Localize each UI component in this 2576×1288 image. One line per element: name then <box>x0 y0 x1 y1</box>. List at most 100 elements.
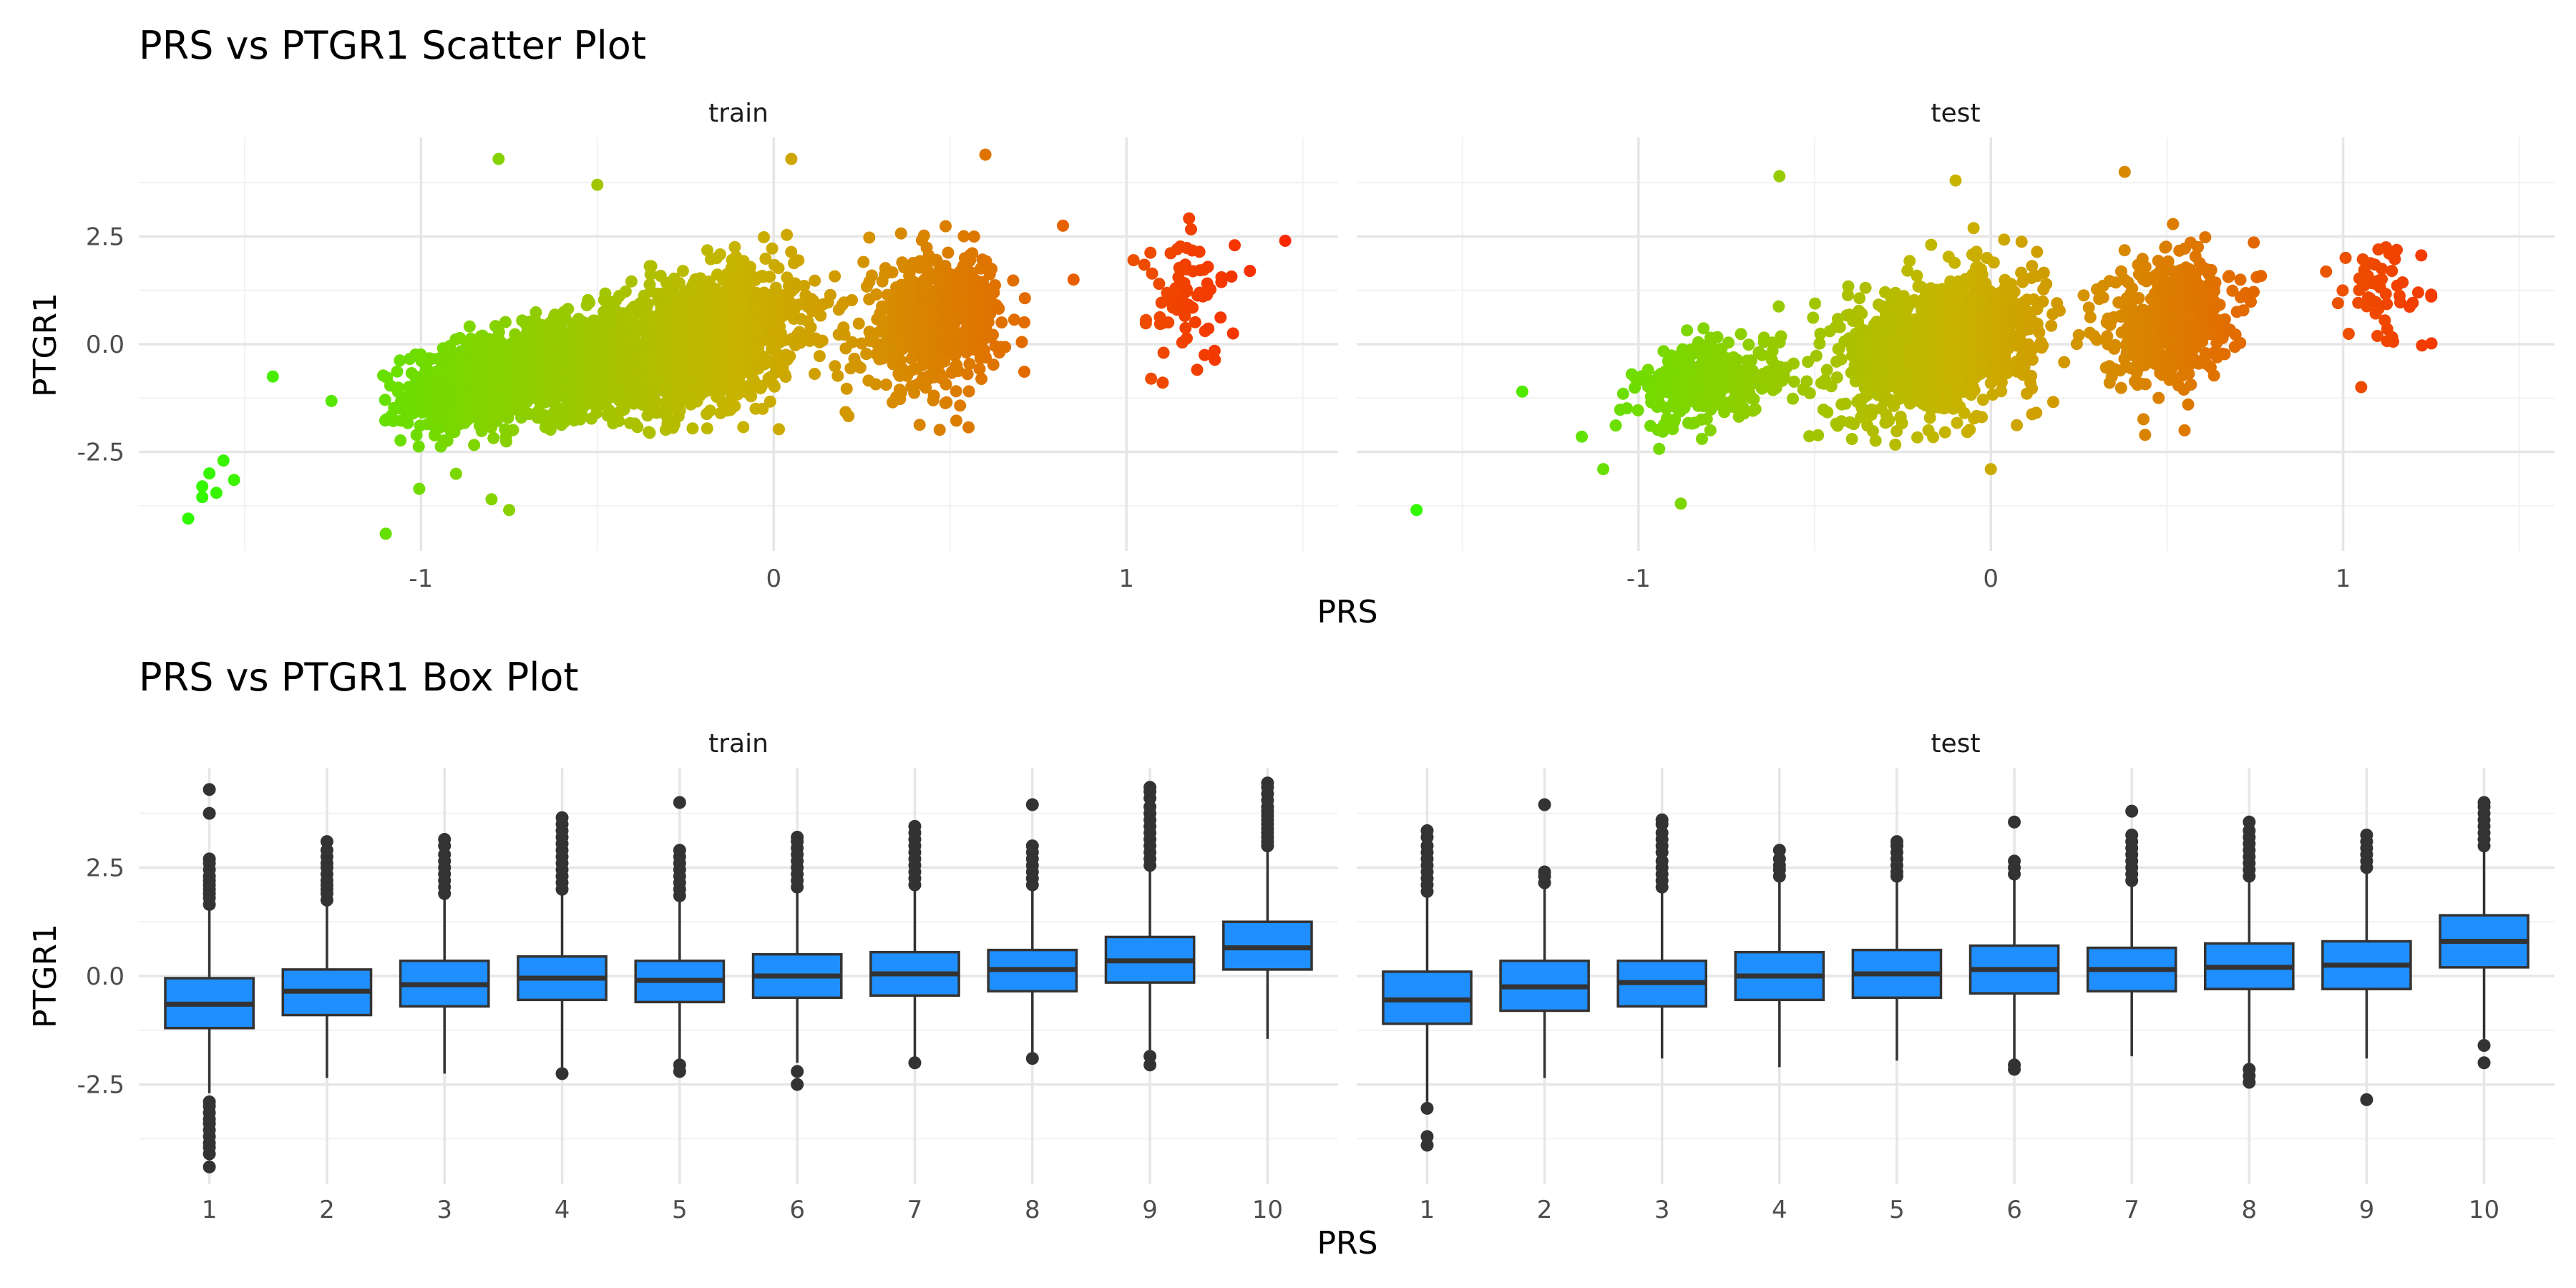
scatter-point <box>503 504 516 517</box>
scatter-point <box>870 288 883 301</box>
scatter-point <box>379 394 391 406</box>
scatter-point <box>1410 504 1423 517</box>
scatter-point <box>1833 321 1846 333</box>
scatter-point <box>927 389 940 402</box>
scatter-point <box>792 254 805 267</box>
scatter-point <box>758 231 770 243</box>
scatter-point <box>1976 394 1989 406</box>
scatter-point <box>1853 292 1866 305</box>
scatter-point <box>952 365 965 377</box>
scatter-point <box>1963 424 1976 436</box>
scatter-point <box>860 348 873 361</box>
scatter-point <box>266 370 279 383</box>
scatter-point <box>1204 283 1217 296</box>
scatter-point <box>1821 406 1834 419</box>
scatter-point <box>756 402 769 415</box>
scatter-point <box>759 253 772 265</box>
scatter-point <box>744 260 756 273</box>
scatter-point <box>1903 255 1916 268</box>
scatter-point <box>1967 222 1980 235</box>
scatter-point <box>1803 387 1816 399</box>
scatter-point <box>1911 431 1923 444</box>
scatter-point <box>938 355 951 368</box>
scatter-point <box>182 512 195 525</box>
scatter-point <box>1208 344 1221 357</box>
scatter-point <box>196 480 209 493</box>
scatter-point <box>1008 313 1020 326</box>
scatter-point <box>1911 269 1923 282</box>
scatter-point <box>940 220 952 233</box>
scatter-point <box>673 404 686 417</box>
scatter-point <box>392 381 405 394</box>
scatter-point <box>1018 316 1030 328</box>
scatter-point <box>1138 258 1151 271</box>
scatter-point <box>781 228 794 241</box>
scatter-point <box>950 414 962 427</box>
scatter-point <box>1813 337 1826 350</box>
scatter-point <box>449 467 462 480</box>
scatter-point <box>613 415 625 427</box>
scatter-point <box>1201 260 1214 273</box>
scatter-point <box>325 394 338 407</box>
scatter-point <box>203 467 216 480</box>
scatter-point <box>838 328 851 341</box>
scatter-point <box>763 270 776 283</box>
scatter-point <box>434 421 447 434</box>
x-tick-label: 0 <box>766 565 781 593</box>
scatter-point <box>1820 364 1833 376</box>
scatter-point <box>1018 292 1031 305</box>
scatter-point <box>1949 174 1962 187</box>
scatter-point <box>686 422 699 435</box>
scatter-point <box>1809 297 1822 310</box>
scatter-point <box>809 368 821 380</box>
scatter-point <box>1244 265 1257 278</box>
scatter-point <box>590 406 603 419</box>
scatter-point <box>1162 316 1175 329</box>
scatter-point <box>1958 406 1971 419</box>
scatter-point <box>410 429 423 441</box>
scatter-point <box>1927 431 1940 444</box>
scatter-point <box>798 280 811 292</box>
scatter-point <box>475 424 488 437</box>
scatter-point <box>840 382 853 395</box>
scatter-point <box>1749 403 1762 416</box>
scatter-point <box>631 421 644 434</box>
scatter-point <box>591 178 604 191</box>
scatter-point <box>1018 366 1030 378</box>
scatter-point <box>673 277 686 289</box>
scatter-point <box>961 368 974 381</box>
scatter-point <box>1214 311 1227 324</box>
scatter-point <box>1225 270 1238 283</box>
scatter-point <box>1186 301 1199 314</box>
scatter-point <box>1787 375 1800 388</box>
scatter-point <box>413 482 426 495</box>
scatter-point <box>2018 361 2031 374</box>
scatter-panel-train: -1 0 1-2.50.02.5 <box>77 137 1338 593</box>
scatter-point <box>1775 330 1787 343</box>
scatter-point <box>1842 289 1854 301</box>
scatter-point <box>842 410 855 422</box>
scatter-point <box>1677 343 1689 356</box>
scatter-point <box>1681 324 1694 337</box>
scatter-point <box>645 260 658 273</box>
scatter-point <box>942 246 955 259</box>
scatter-point <box>217 454 230 467</box>
scatter-point <box>1704 424 1717 436</box>
scatter-point <box>676 265 689 278</box>
scatter-point <box>1155 296 1168 309</box>
scatter-point <box>1144 246 1157 259</box>
scatter-point <box>1976 411 1989 424</box>
scatter-point <box>869 378 882 391</box>
scatter-point <box>196 491 209 504</box>
scatter-point <box>1984 463 1997 476</box>
scatter-point <box>1157 346 1170 359</box>
scatter-point <box>499 316 512 328</box>
scatter-point <box>1896 417 1908 429</box>
scatter-point <box>210 487 223 499</box>
scatter-point <box>987 328 999 341</box>
scatter-point <box>979 148 992 161</box>
scatter-point <box>999 341 1012 353</box>
scatter-point <box>1609 419 1622 432</box>
scatter-point <box>1938 426 1951 439</box>
scatter-point <box>530 306 542 318</box>
